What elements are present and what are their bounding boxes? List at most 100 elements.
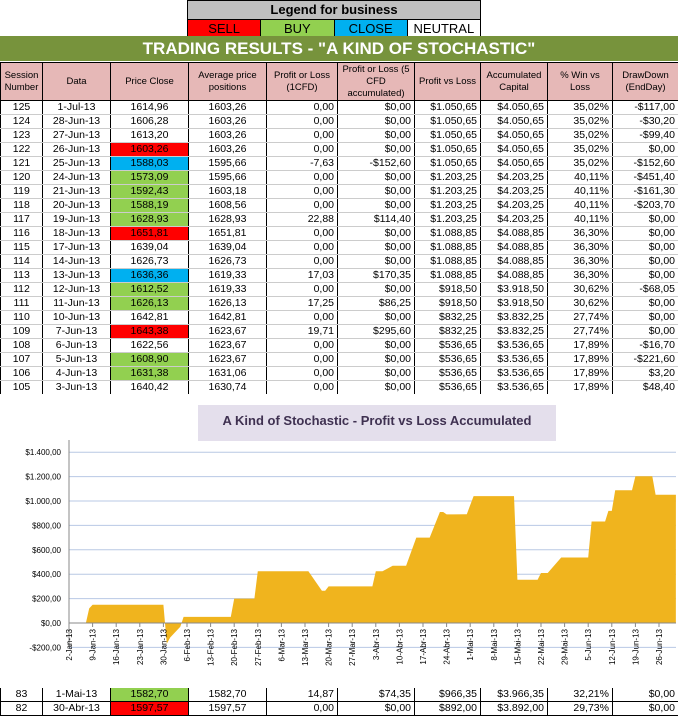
x-tick-label: 24-Abr-13 <box>443 628 452 664</box>
drawdown-cell: -$221,60 <box>612 352 678 367</box>
date-cell: 24-Jun-13 <box>42 170 111 185</box>
drawdown-cell: -$152,60 <box>612 156 678 171</box>
accumulated-capital-cell: $4.050,65 <box>480 156 548 171</box>
price-close-cell: 1603,26 <box>110 142 189 157</box>
average-price-cell: 1619,33 <box>188 282 267 297</box>
accumulated-capital-cell: $3.536,65 <box>480 338 548 353</box>
profit-vs-loss-cell: $1.050,65 <box>414 100 481 115</box>
x-tick-label: 13-Mar-13 <box>301 628 310 665</box>
win-vs-loss-cell: 35,02% <box>547 128 613 143</box>
table-row: 107 5-Jun-13 1608,90 1623,67 0,00 $0,00 $536,6… <box>0 352 678 367</box>
profit-loss-1cfd-cell: 0,00 <box>266 366 338 381</box>
accumulated-capital-cell: $4.050,65 <box>480 128 548 143</box>
table-row: 110 10-Jun-13 1642,81 1642,81 0,00 $0,00 $832,… <box>0 310 678 325</box>
price-close-cell: 1626,13 <box>110 296 189 311</box>
y-tick-label: $600,00 <box>32 546 61 555</box>
date-cell: 30-Abr-13 <box>42 701 111 716</box>
profit-loss-5cfd-cell: $114,40 <box>337 212 415 227</box>
accumulated-capital-cell: $3.536,65 <box>480 380 548 394</box>
accumulated-capital-cell: $4.050,65 <box>480 142 548 157</box>
date-cell: 27-Jun-13 <box>42 128 111 143</box>
win-vs-loss-cell: 32,21% <box>547 688 613 702</box>
price-close-cell: 1642,81 <box>110 310 189 325</box>
x-tick-label: 16-Jan-13 <box>112 628 121 665</box>
column-header: Profit vs Loss <box>414 62 481 101</box>
table-row: 117 19-Jun-13 1628,93 1628,93 22,88 $114,40 $1… <box>0 212 678 227</box>
profit-loss-1cfd-cell: 0,00 <box>266 352 338 367</box>
price-close-cell: 1622,56 <box>110 338 189 353</box>
profit-loss-1cfd-cell: 0,00 <box>266 240 338 255</box>
drawdown-cell: $48,40 <box>612 380 678 394</box>
y-tick-label: $800,00 <box>32 521 61 530</box>
date-cell: 7-Jun-13 <box>42 324 111 339</box>
profit-loss-5cfd-cell: $0,00 <box>337 100 415 115</box>
profit-vs-loss-cell: $1.203,25 <box>414 212 481 227</box>
y-tick-label: $1.200,00 <box>25 473 61 482</box>
legend-items: SELL BUY CLOSE NEUTRAL <box>188 20 480 37</box>
profit-loss-5cfd-cell: $0,00 <box>337 198 415 213</box>
profit-loss-5cfd-cell: $0,00 <box>337 310 415 325</box>
legend-close: CLOSE <box>334 20 408 37</box>
accumulated-capital-cell: $4.203,25 <box>480 198 548 213</box>
price-close-cell: 1636,36 <box>110 268 189 283</box>
date-cell: 3-Jun-13 <box>42 380 111 394</box>
win-vs-loss-cell: 27,74% <box>547 324 613 339</box>
price-close-cell: 1613,20 <box>110 128 189 143</box>
profit-loss-5cfd-cell: $0,00 <box>337 380 415 394</box>
profit-loss-1cfd-cell: 14,87 <box>266 688 338 702</box>
average-price-cell: 1631,06 <box>188 366 267 381</box>
accumulated-capital-cell: $4.050,65 <box>480 100 548 115</box>
session-number-cell: 109 <box>0 324 43 339</box>
date-cell: 28-Jun-13 <box>42 114 111 129</box>
profit-loss-5cfd-cell: $0,00 <box>337 142 415 157</box>
profit-loss-1cfd-cell: 0,00 <box>266 100 338 115</box>
session-number-cell: 106 <box>0 366 43 381</box>
average-price-cell: 1603,26 <box>188 114 267 129</box>
x-tick-label: 8-Mai-13 <box>490 628 499 660</box>
accumulated-capital-cell: $3.918,50 <box>480 296 548 311</box>
profit-loss-1cfd-cell: 19,71 <box>266 324 338 339</box>
table-row: 82 30-Abr-13 1597,57 1597,57 0,00 $0,00 $892,0… <box>0 701 678 716</box>
session-number-cell: 105 <box>0 380 43 394</box>
profit-loss-5cfd-cell: $0,00 <box>337 352 415 367</box>
price-close-cell: 1640,42 <box>110 380 189 394</box>
date-cell: 20-Jun-13 <box>42 198 111 213</box>
session-number-cell: 110 <box>0 310 43 325</box>
profit-vs-loss-cell: $1.050,65 <box>414 156 481 171</box>
accumulated-capital-cell: $3.966,35 <box>480 688 548 702</box>
drawdown-cell: -$451,40 <box>612 170 678 185</box>
session-number-cell: 107 <box>0 352 43 367</box>
price-close-cell: 1612,52 <box>110 282 189 297</box>
accumulated-capital-cell: $4.050,65 <box>480 114 548 129</box>
table-row: 120 24-Jun-13 1573,09 1595,66 0,00 $0,00 $1.20… <box>0 170 678 185</box>
date-cell: 10-Jun-13 <box>42 310 111 325</box>
average-price-cell: 1597,57 <box>188 701 267 716</box>
drawdown-cell: $0,00 <box>612 701 678 716</box>
win-vs-loss-cell: 27,74% <box>547 310 613 325</box>
profit-loss-1cfd-cell: 0,00 <box>266 282 338 297</box>
accumulated-capital-cell: $3.536,65 <box>480 366 548 381</box>
win-vs-loss-cell: 40,11% <box>547 212 613 227</box>
profit-loss-5cfd-cell: $86,25 <box>337 296 415 311</box>
profit-loss-5cfd-cell: $0,00 <box>337 114 415 129</box>
price-close-cell: 1628,93 <box>110 212 189 227</box>
session-number-cell: 116 <box>0 226 43 241</box>
profit-vs-loss-cell: $832,25 <box>414 310 481 325</box>
average-price-cell: 1628,93 <box>188 212 267 227</box>
profit-loss-5cfd-cell: $74,35 <box>337 688 415 702</box>
profit-loss-1cfd-cell: 22,88 <box>266 212 338 227</box>
x-tick-label: 17-Abr-13 <box>419 628 428 664</box>
profit-loss-1cfd-cell: 17,25 <box>266 296 338 311</box>
x-tick-label: 6-Feb-13 <box>183 628 192 661</box>
price-close-cell: 1597,57 <box>110 701 189 716</box>
profit-loss-5cfd-cell: -$152,60 <box>337 156 415 171</box>
date-cell: 13-Jun-13 <box>42 268 111 283</box>
profit-loss-5cfd-cell: $0,00 <box>337 184 415 199</box>
drawdown-cell: $0,00 <box>612 268 678 283</box>
profit-loss-5cfd-cell: $295,60 <box>337 324 415 339</box>
profit-vs-loss-cell: $1.088,85 <box>414 240 481 255</box>
drawdown-cell: $0,00 <box>612 310 678 325</box>
session-number-cell: 83 <box>0 688 43 702</box>
date-cell: 21-Jun-13 <box>42 184 111 199</box>
session-number-cell: 123 <box>0 128 43 143</box>
